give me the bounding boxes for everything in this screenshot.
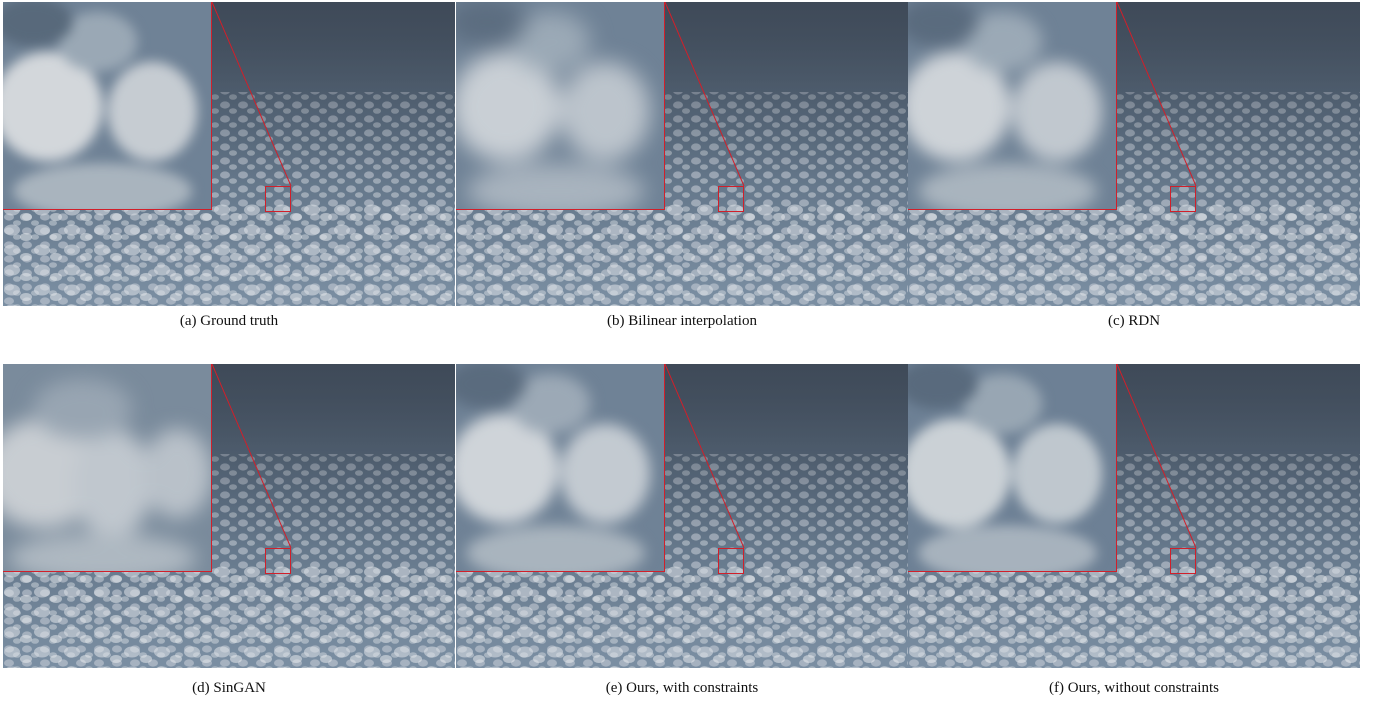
region-of-interest-box	[265, 548, 291, 574]
caption-b: (b) Bilinear interpolation	[607, 313, 757, 329]
zoom-inset	[908, 2, 1117, 210]
zoom-inset	[3, 2, 212, 210]
caption-c: (c) RDN	[1107, 313, 1161, 329]
region-of-interest-box	[1170, 186, 1196, 212]
panel-ours-with-constraints	[456, 364, 908, 668]
zoom-inset	[3, 364, 212, 572]
panel-rdn	[908, 2, 1360, 306]
region-of-interest-box	[718, 548, 744, 574]
region-of-interest-box	[1170, 548, 1196, 574]
panel-ground-truth	[3, 2, 455, 306]
panel-singan	[3, 364, 455, 668]
caption-d: (d) SinGAN	[192, 680, 266, 696]
zoom-inset	[456, 2, 665, 210]
zoom-inset	[456, 364, 665, 572]
inset-clouds	[3, 2, 198, 209]
panel-bilinear	[456, 2, 908, 306]
region-of-interest-box	[265, 186, 291, 212]
panel-ours-without-constraints	[908, 364, 1360, 668]
region-of-interest-box	[718, 186, 744, 212]
zoom-inset	[908, 364, 1117, 572]
caption-f: (f) Ours, without constraints	[1049, 680, 1219, 696]
caption-e: (e) Ours, with constraints	[605, 680, 759, 696]
caption-a: (a) Ground truth	[179, 313, 279, 329]
